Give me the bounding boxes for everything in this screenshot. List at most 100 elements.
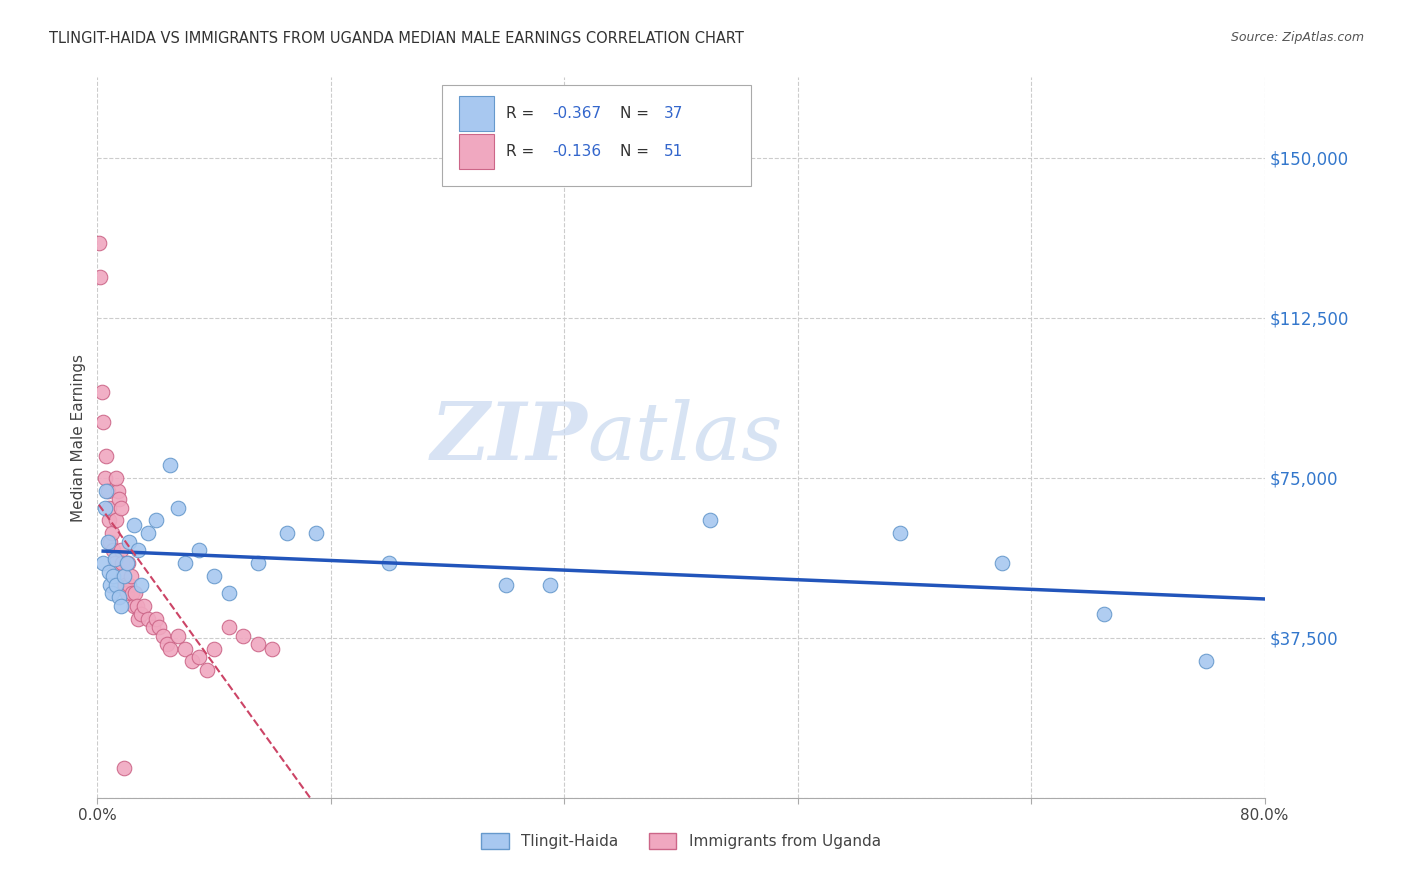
Point <box>699 514 721 528</box>
Text: 37: 37 <box>664 106 683 121</box>
Point <box>91 415 114 429</box>
Point <box>93 471 115 485</box>
Point <box>94 483 117 498</box>
Text: N =: N = <box>620 106 654 121</box>
Point <box>174 641 197 656</box>
Point <box>218 620 240 634</box>
FancyBboxPatch shape <box>441 85 751 186</box>
Point <box>115 556 138 570</box>
Point <box>105 514 128 528</box>
Point <box>125 599 148 613</box>
Point <box>159 458 181 472</box>
Text: -0.136: -0.136 <box>553 145 602 159</box>
Point <box>991 556 1014 570</box>
Point <box>202 569 225 583</box>
Point <box>166 629 188 643</box>
Point <box>305 526 328 541</box>
Point <box>100 577 122 591</box>
Point <box>105 471 128 485</box>
Point <box>145 514 167 528</box>
Point <box>145 612 167 626</box>
Text: -0.367: -0.367 <box>553 106 602 121</box>
FancyBboxPatch shape <box>460 96 495 131</box>
Point <box>495 577 517 591</box>
Text: N =: N = <box>620 145 654 159</box>
Point <box>90 385 112 400</box>
Point <box>138 612 160 626</box>
Point <box>1092 607 1115 622</box>
Point <box>104 556 127 570</box>
Point <box>98 565 121 579</box>
Point <box>152 629 174 643</box>
Point <box>87 235 110 250</box>
Point <box>218 586 240 600</box>
Point <box>98 500 121 515</box>
Point <box>105 577 128 591</box>
Point <box>115 586 138 600</box>
Point <box>889 526 911 541</box>
Point <box>159 641 181 656</box>
Point <box>89 270 111 285</box>
Text: TLINGIT-HAIDA VS IMMIGRANTS FROM UGANDA MEDIAN MALE EARNINGS CORRELATION CHART: TLINGIT-HAIDA VS IMMIGRANTS FROM UGANDA … <box>49 31 744 46</box>
Point <box>108 591 131 605</box>
Point <box>166 500 188 515</box>
Text: atlas: atlas <box>588 399 783 476</box>
Point <box>101 586 124 600</box>
Point <box>122 517 145 532</box>
Point <box>114 577 136 591</box>
Point <box>110 543 132 558</box>
Point <box>93 500 115 515</box>
Point <box>246 637 269 651</box>
Point <box>101 526 124 541</box>
Legend: Tlingit-Haida, Immigrants from Uganda: Tlingit-Haida, Immigrants from Uganda <box>475 827 887 855</box>
Point <box>112 569 135 583</box>
Text: R =: R = <box>506 106 538 121</box>
Point <box>103 543 125 558</box>
FancyBboxPatch shape <box>460 135 495 169</box>
Point <box>108 492 131 507</box>
Text: 51: 51 <box>664 145 683 159</box>
Point <box>122 599 145 613</box>
Point <box>98 514 121 528</box>
Point <box>188 543 211 558</box>
Point <box>127 543 149 558</box>
Point <box>156 637 179 651</box>
Point <box>107 483 129 498</box>
Text: R =: R = <box>506 145 538 159</box>
Text: Source: ZipAtlas.com: Source: ZipAtlas.com <box>1230 31 1364 45</box>
Point <box>538 577 561 591</box>
Point <box>246 556 269 570</box>
Point <box>91 556 114 570</box>
Point <box>94 450 117 464</box>
Text: ZIP: ZIP <box>430 399 588 476</box>
Point <box>112 761 135 775</box>
Point <box>276 526 298 541</box>
Point <box>195 663 218 677</box>
Point <box>142 620 165 634</box>
Point <box>188 650 211 665</box>
Point <box>129 607 152 622</box>
Point <box>110 500 132 515</box>
Point <box>120 569 142 583</box>
Point <box>174 556 197 570</box>
Point <box>121 586 143 600</box>
Point <box>378 556 401 570</box>
Point <box>124 586 146 600</box>
Y-axis label: Median Male Earnings: Median Male Earnings <box>72 354 86 522</box>
Point <box>129 577 152 591</box>
Point <box>132 599 155 613</box>
Point <box>118 534 141 549</box>
Point <box>181 654 204 668</box>
Point <box>118 577 141 591</box>
Point <box>148 620 170 634</box>
Point <box>97 483 120 498</box>
Point <box>127 612 149 626</box>
Point <box>202 641 225 656</box>
Point <box>97 534 120 549</box>
Point <box>110 599 132 613</box>
Point <box>1195 654 1218 668</box>
Point <box>232 629 254 643</box>
Point <box>262 641 284 656</box>
Point <box>103 569 125 583</box>
Point <box>104 552 127 566</box>
